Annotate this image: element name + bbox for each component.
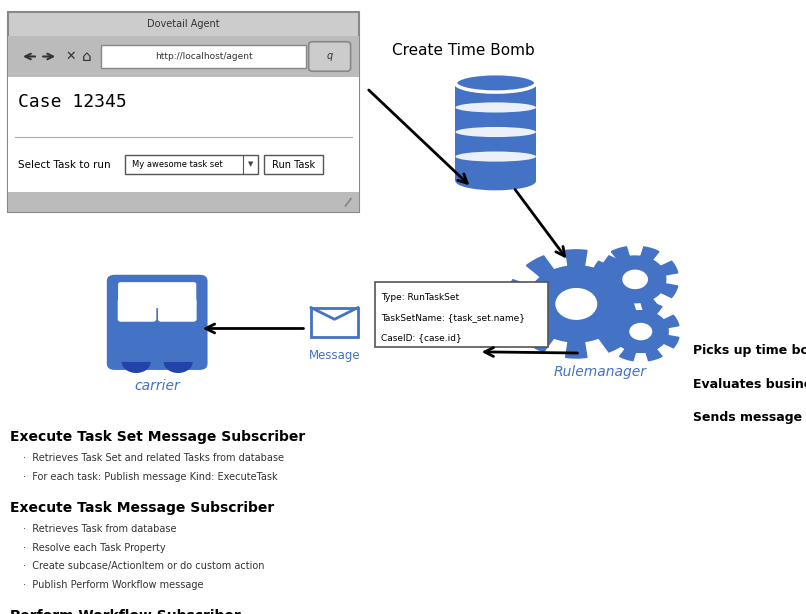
FancyBboxPatch shape <box>125 155 258 174</box>
FancyBboxPatch shape <box>122 351 193 361</box>
Text: ·  Resolve each Task Property: · Resolve each Task Property <box>23 543 165 553</box>
Ellipse shape <box>455 103 536 112</box>
Text: Execute Task Message Subscriber: Execute Task Message Subscriber <box>10 501 274 515</box>
Text: Select Task to run: Select Task to run <box>18 160 110 169</box>
Text: ·  Create subcase/ActionItem or do custom action: · Create subcase/ActionItem or do custom… <box>23 561 264 571</box>
FancyBboxPatch shape <box>101 45 306 68</box>
Text: http://localhost/agent: http://localhost/agent <box>155 52 252 61</box>
Text: Rulemanager: Rulemanager <box>554 365 647 379</box>
Ellipse shape <box>455 172 536 190</box>
Text: Dovetail Agent: Dovetail Agent <box>147 19 220 29</box>
Text: ·  Retrieves Task from database: · Retrieves Task from database <box>23 524 176 534</box>
Circle shape <box>629 323 652 340</box>
Text: ✕: ✕ <box>65 50 77 63</box>
FancyBboxPatch shape <box>309 42 351 71</box>
Text: Picks up time bomb: Picks up time bomb <box>693 344 806 357</box>
FancyBboxPatch shape <box>375 282 548 347</box>
Text: ▼: ▼ <box>248 161 253 168</box>
Text: Execute Task Set Message Subscriber: Execute Task Set Message Subscriber <box>10 430 305 444</box>
Text: Create Time Bomb: Create Time Bomb <box>392 44 535 58</box>
FancyBboxPatch shape <box>8 36 359 77</box>
Text: My awesome task set: My awesome task set <box>132 160 222 169</box>
Polygon shape <box>603 303 679 360</box>
Text: Evaluates business rule: Evaluates business rule <box>693 378 806 391</box>
FancyBboxPatch shape <box>264 155 323 174</box>
Text: Perform Workflow Subscriber: Perform Workflow Subscriber <box>10 609 240 614</box>
Text: Message: Message <box>309 349 360 362</box>
Wedge shape <box>122 362 151 373</box>
FancyBboxPatch shape <box>8 12 359 212</box>
Text: Type: RunTaskSet: Type: RunTaskSet <box>381 293 459 303</box>
Text: q: q <box>326 52 333 61</box>
Polygon shape <box>592 247 678 312</box>
Text: CaseID: {case.id}: CaseID: {case.id} <box>381 333 462 342</box>
Text: Run Task: Run Task <box>272 160 315 169</box>
FancyBboxPatch shape <box>8 77 359 192</box>
FancyBboxPatch shape <box>158 298 197 322</box>
Polygon shape <box>506 250 646 358</box>
Ellipse shape <box>455 74 536 92</box>
FancyBboxPatch shape <box>455 83 536 181</box>
Text: ⌂: ⌂ <box>82 49 92 64</box>
Wedge shape <box>164 362 193 373</box>
FancyBboxPatch shape <box>311 308 358 337</box>
Text: ·  Publish Perform Workflow message: · Publish Perform Workflow message <box>23 580 203 589</box>
FancyBboxPatch shape <box>8 192 359 212</box>
FancyBboxPatch shape <box>118 298 156 322</box>
Circle shape <box>622 270 648 289</box>
Text: TaskSetName: {task_set.name}: TaskSetName: {task_set.name} <box>381 313 526 322</box>
FancyBboxPatch shape <box>106 274 208 370</box>
Circle shape <box>555 288 597 320</box>
Text: ·  Retrieves Task Set and related Tasks from database: · Retrieves Task Set and related Tasks f… <box>23 453 284 463</box>
Ellipse shape <box>455 127 536 137</box>
Text: /: / <box>343 195 352 209</box>
Text: ·  For each task: Publish message Kind: ExecuteTask: · For each task: Publish message Kind: E… <box>23 472 277 481</box>
Text: carrier: carrier <box>135 379 180 393</box>
FancyBboxPatch shape <box>118 282 197 308</box>
Ellipse shape <box>455 152 536 161</box>
Text: Case 12345: Case 12345 <box>18 93 127 111</box>
Text: Sends message to carrier queue: Sends message to carrier queue <box>693 411 806 424</box>
